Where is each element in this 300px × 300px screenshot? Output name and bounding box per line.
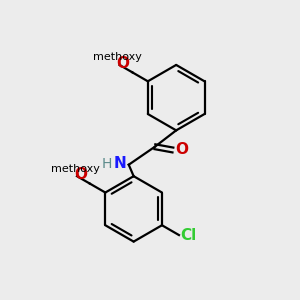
Text: O: O	[74, 167, 87, 182]
Text: Cl: Cl	[181, 228, 197, 243]
Text: H: H	[102, 157, 112, 171]
Text: O: O	[176, 142, 188, 158]
Text: methoxy: methoxy	[93, 52, 142, 62]
Text: N: N	[113, 156, 126, 171]
Text: O: O	[117, 56, 130, 71]
Text: methoxy: methoxy	[51, 164, 100, 174]
